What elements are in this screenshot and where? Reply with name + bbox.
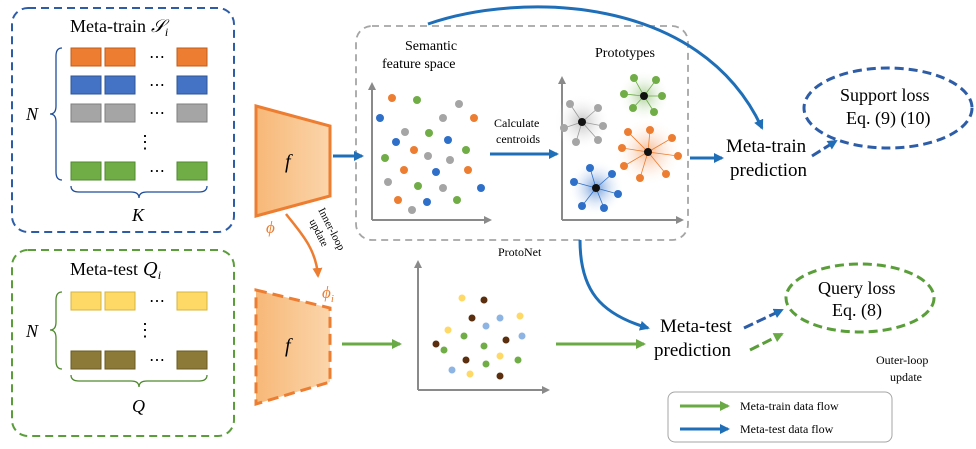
support-sample bbox=[176, 47, 208, 67]
support-sample bbox=[70, 161, 102, 181]
meta-test-title: Meta-test 𝑄i bbox=[70, 259, 161, 282]
rows-brace bbox=[49, 47, 63, 181]
outer-loop-label: Outer-loop bbox=[876, 353, 928, 367]
inner-loop-label: Inner-loop update bbox=[306, 206, 347, 253]
rows-label: N bbox=[25, 321, 39, 341]
svg-text:Eq. (9) (10): Eq. (9) (10) bbox=[846, 108, 930, 129]
meta-test-prediction: prediction bbox=[654, 340, 732, 361]
ellipsis: ⋯ bbox=[149, 49, 165, 66]
phi-i-label: ϕi bbox=[322, 283, 334, 305]
query-sample bbox=[104, 350, 136, 370]
support-sample bbox=[104, 75, 136, 95]
support-sample bbox=[176, 103, 208, 123]
calc-centroids-label: Calculate bbox=[494, 116, 539, 130]
support-sample bbox=[176, 161, 208, 181]
protonet-panel bbox=[355, 25, 689, 241]
ellipsis: ⋯ bbox=[149, 352, 165, 369]
feature-space-plot bbox=[368, 82, 492, 224]
loss-arrow bbox=[743, 308, 784, 330]
protonet-label: ProtoNet bbox=[498, 245, 542, 259]
loss-arrow bbox=[749, 332, 784, 352]
prototypes-to-meta-test-arrow bbox=[578, 239, 650, 331]
loss-arrow bbox=[811, 139, 838, 158]
support-to-prediction-arrow bbox=[427, 5, 764, 130]
prototypes-title: Prototypes bbox=[595, 46, 655, 61]
outer-loop-label: update bbox=[890, 370, 922, 384]
inner-loop-arrow bbox=[285, 213, 323, 278]
support-sample bbox=[176, 75, 208, 95]
query-sample bbox=[70, 350, 102, 370]
svg-text:Support loss: Support loss bbox=[840, 85, 930, 105]
support-sample bbox=[70, 47, 102, 67]
rows-label: N bbox=[25, 104, 39, 124]
legend-meta-train-label: Meta-train data flow bbox=[740, 399, 839, 413]
query-sample bbox=[70, 291, 102, 311]
ellipsis: ⋯ bbox=[149, 77, 165, 94]
meta-train-prediction: prediction bbox=[730, 160, 808, 181]
meta-train-panel: Meta-train 𝒮i ⋯ ⋯ ⋯ ⋮ ⋯ N K bbox=[11, 7, 235, 233]
meta-train-title: Meta-train 𝒮i bbox=[70, 16, 170, 39]
cols-brace bbox=[70, 374, 208, 388]
prototypes-plot bbox=[554, 70, 684, 224]
meta-test-panel: Meta-test 𝑄i ⋯ ⋮ ⋯ N Q bbox=[11, 249, 235, 437]
support-sample bbox=[104, 161, 136, 181]
legend-meta-test-label: Meta-test data flow bbox=[740, 422, 834, 436]
support-sample bbox=[104, 47, 136, 67]
feature-space-title: feature space bbox=[382, 57, 455, 72]
encoder-label: f bbox=[285, 151, 293, 173]
support-sample bbox=[70, 75, 102, 95]
support-sample bbox=[70, 103, 102, 123]
svg-text:Query loss: Query loss bbox=[818, 278, 896, 298]
cols-label: Q bbox=[132, 396, 145, 416]
query-sample bbox=[176, 350, 208, 370]
support-sample bbox=[104, 103, 136, 123]
feature-space-title: Semantic bbox=[405, 39, 457, 54]
vertical-ellipsis: ⋮ bbox=[136, 320, 154, 340]
svg-text:Eq. (8): Eq. (8) bbox=[832, 300, 882, 321]
query-sample bbox=[176, 291, 208, 311]
legend: Meta-train data flow Meta-test data flow bbox=[667, 391, 893, 443]
ellipsis: ⋯ bbox=[149, 293, 165, 310]
cols-label: K bbox=[131, 205, 145, 225]
ellipsis: ⋯ bbox=[149, 163, 165, 180]
query-sample bbox=[104, 291, 136, 311]
meta-train-prediction: Meta-train bbox=[726, 136, 807, 157]
ellipsis: ⋯ bbox=[149, 105, 165, 122]
encoder-label: f bbox=[285, 335, 293, 357]
calc-centroids-label: centroids bbox=[496, 132, 540, 146]
rows-brace bbox=[49, 291, 63, 370]
support-loss-node: Support loss Eq. (9) (10) bbox=[802, 66, 974, 150]
query-space-plot bbox=[414, 260, 550, 394]
encoder-phi-i: f bbox=[254, 288, 332, 407]
vertical-ellipsis: ⋮ bbox=[136, 132, 154, 152]
query-loss-node: Query loss Eq. (8) bbox=[784, 262, 936, 334]
phi-label: ϕ bbox=[266, 218, 275, 237]
cols-brace bbox=[70, 185, 208, 199]
encoder-phi: f bbox=[254, 104, 332, 218]
meta-test-prediction: Meta-test bbox=[660, 316, 732, 337]
